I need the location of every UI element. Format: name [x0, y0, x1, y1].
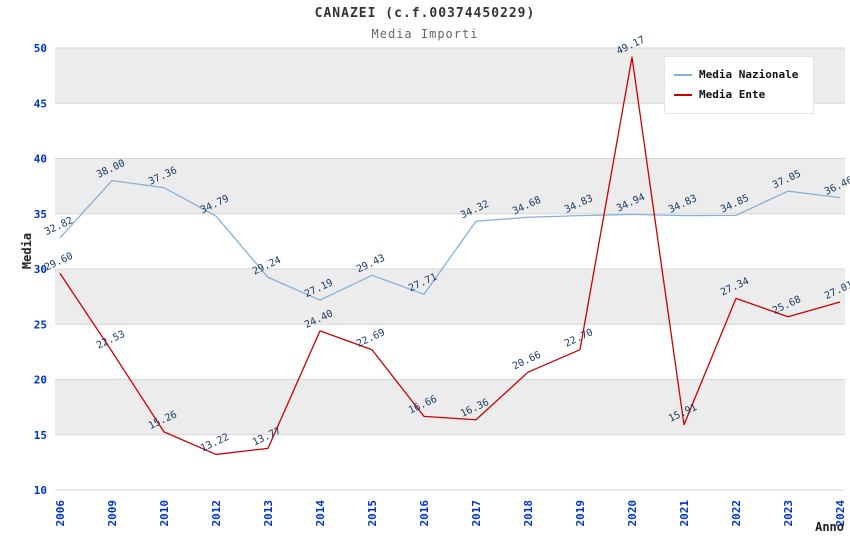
y-tick-label: 50: [34, 42, 47, 55]
legend-swatch-media-nazionale-icon: [674, 74, 692, 76]
x-tick-label: 2022: [730, 500, 743, 527]
legend-item-media-ente[interactable]: Media Ente: [674, 85, 804, 105]
x-tick-label: 2016: [418, 500, 431, 527]
legend-label-media-ente: Media Ente: [699, 88, 766, 101]
y-axis-title: Media: [20, 232, 34, 270]
data-point-label: 20.66: [511, 350, 543, 373]
x-tick-label: 2006: [54, 500, 67, 527]
data-point-label: 22.70: [563, 327, 595, 350]
y-tick-labels: 10 15 20 25 30 35 40 45 50: [34, 42, 47, 497]
chart-title: CANAZEI (c.f.00374450229): [314, 6, 536, 21]
data-point-label: 22.69: [355, 327, 387, 350]
x-tick-label: 2010: [158, 500, 171, 527]
x-tick-label: 2012: [210, 500, 223, 527]
x-tick-label: 2021: [678, 500, 691, 527]
data-point-label: 32.82: [43, 215, 75, 238]
chart-subtitle: Media Importi: [371, 27, 479, 41]
y-tick-label: 40: [34, 153, 47, 166]
x-tick-labels: 2006 2009 2010 2012 2013 2014 2015 2016 2017 2018…: [54, 500, 847, 527]
legend-item-media-nazionale[interactable]: Media Nazionale: [674, 65, 804, 85]
y-tick-label: 10: [34, 484, 47, 497]
plot-band: [55, 158, 845, 214]
x-tick-label: 2020: [626, 500, 639, 527]
plot-band: [55, 379, 845, 435]
series-line-media-nazionale: [59, 179, 841, 301]
y-tick-label: 25: [34, 318, 47, 331]
y-tick-label: 20: [34, 374, 47, 387]
series-line-media-ente: [59, 56, 841, 456]
legend-swatch-media-ente-icon: [674, 94, 692, 96]
x-tick-label: 2018: [522, 500, 535, 527]
y-tick-label: 45: [34, 97, 47, 110]
x-tick-label: 2023: [782, 500, 795, 527]
legend: Media Nazionale Media Ente: [664, 56, 814, 114]
x-tick-label: 2017: [470, 500, 483, 527]
x-tick-label: 2013: [262, 500, 275, 527]
legend-label-media-nazionale: Media Nazionale: [699, 68, 799, 81]
y-tick-label: 35: [34, 208, 47, 221]
x-tick-label: 2024: [834, 500, 847, 527]
gridlines: [55, 47, 845, 491]
x-tick-label: 2019: [574, 500, 587, 527]
x-tick-label: 2015: [366, 500, 379, 527]
x-tick-label: 2009: [106, 500, 119, 527]
x-axis-title: Anno: [815, 520, 844, 534]
x-tick-label: 2014: [314, 500, 327, 527]
plot-band: [55, 269, 845, 325]
y-tick-label: 30: [34, 263, 47, 276]
y-tick-label: 15: [34, 429, 47, 442]
